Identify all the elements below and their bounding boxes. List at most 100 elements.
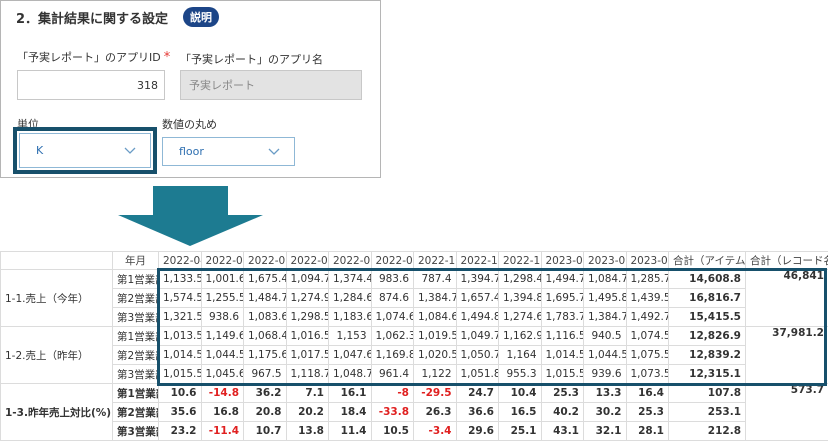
value-cell: 1,049.7 <box>455 326 499 346</box>
value-cell: 1,068.4 <box>243 326 287 346</box>
value-cell: 1,274.6 <box>498 307 542 327</box>
value-cell: 10.5 <box>370 421 414 441</box>
value-cell: 29.6 <box>455 421 499 441</box>
item-total: 12,826.9 <box>668 326 746 346</box>
record-total: 37,981.2 <box>745 326 828 384</box>
table-row: 第2営業部1,014.51,044.51,175.61,017.51,047.6… <box>1 345 828 365</box>
table-row: 1-1.売上（今年）第1営業部1,133.51,001.61,675.41,09… <box>0 269 828 327</box>
value-cell: 1,051.8 <box>455 364 499 384</box>
header-cell: 2022-10 <box>413 251 457 270</box>
value-cell: 1,133.5 <box>158 269 202 289</box>
value-cell: 40.2 <box>540 402 584 422</box>
value-cell: 20.8 <box>243 402 287 422</box>
department: 第2営業部 <box>112 345 159 365</box>
value-cell: 1,274.9 <box>285 288 329 308</box>
header-cell <box>0 251 113 270</box>
value-cell: 1,001.6 <box>200 269 244 289</box>
value-cell: 1,015.5 <box>158 364 202 384</box>
value-cell: 1,083.6 <box>243 307 287 327</box>
table-row: 1-3.昨年売上対比(%)第1営業部10.6-14.836.27.116.1-8… <box>0 383 828 441</box>
value-cell: 1,439.5 <box>625 288 669 308</box>
value-cell: 10.4 <box>498 383 542 403</box>
value-cell: 1,044.5 <box>583 345 627 365</box>
value-cell: -3.4 <box>413 421 457 441</box>
value-cell: 1,016.5 <box>285 326 329 346</box>
group-label: 1-1.売上（今年） <box>0 269 113 327</box>
unit-select[interactable]: K <box>19 133 151 168</box>
value-cell: 1,050.7 <box>455 345 499 365</box>
item-total: 107.8 <box>668 383 746 403</box>
header-cell: 2022-12 <box>498 251 542 270</box>
value-cell: 1,153 <box>328 326 372 346</box>
value-cell: 36.2 <box>243 383 287 403</box>
value-cell: 1,084.6 <box>413 307 457 327</box>
field-label: 「予実レポート」のアプリ名 <box>180 53 323 66</box>
value-cell: -14.8 <box>200 383 244 403</box>
value-cell: 983.6 <box>370 269 414 289</box>
department: 第1営業部 <box>112 326 159 346</box>
value-cell: 1,062.3 <box>370 326 414 346</box>
value-cell: -33.8 <box>370 402 414 422</box>
highlight-frame <box>13 127 157 174</box>
value-cell: 1,045.6 <box>200 364 244 384</box>
department: 第2営業部 <box>112 288 159 308</box>
value-cell: 13.3 <box>583 383 627 403</box>
rounding-select[interactable]: floor <box>162 137 295 166</box>
table-row: 第2営業部35.616.820.820.218.4-33.826.336.616… <box>1 402 828 422</box>
header-cell: 2022-08 <box>328 251 372 270</box>
value-cell: 967.5 <box>243 364 287 384</box>
item-total: 12,315.1 <box>668 364 746 384</box>
department: 第3営業部 <box>112 421 159 441</box>
value-cell: 16.4 <box>625 383 669 403</box>
header-cell: 合計（アイテム名） <box>668 251 746 270</box>
value-cell: 1,044.5 <box>200 345 244 365</box>
value-cell: 961.4 <box>370 364 414 384</box>
item-total: 212.8 <box>668 421 746 441</box>
value-cell: 1,695.7 <box>540 288 584 308</box>
value-cell: 1,285.7 <box>625 269 669 289</box>
item-total: 15,415.5 <box>668 307 746 327</box>
value-cell: 1,116.5 <box>540 326 584 346</box>
value-cell: 24.7 <box>455 383 499 403</box>
value-cell: 1,164 <box>498 345 542 365</box>
value-cell: 32.1 <box>583 421 627 441</box>
app-id-input[interactable]: 318 <box>17 70 165 100</box>
header-cell: 2022-04 <box>158 251 202 270</box>
group-label: 1-3.昨年売上対比(%) <box>0 383 113 441</box>
value-cell: 7.1 <box>285 383 329 403</box>
value-cell: 955.3 <box>498 364 542 384</box>
header-cell: 2023-02 <box>583 251 627 270</box>
chevron <box>268 148 280 155</box>
value-cell: 1,298.5 <box>285 307 329 327</box>
section-title: 2．集計結果に関する設定 <box>16 12 169 27</box>
department: 第2営業部 <box>112 402 159 422</box>
value-cell: 30.2 <box>583 402 627 422</box>
value-cell: 16.1 <box>328 383 372 403</box>
table-row: 1-2.売上（昨年）第1営業部1,013.51,149.61,068.41,01… <box>0 326 828 384</box>
header-cell: 2022-06 <box>243 251 287 270</box>
value-cell: 1,494.7 <box>540 269 584 289</box>
value-cell: 1,374.4 <box>328 269 372 289</box>
value-cell: 10.7 <box>243 421 287 441</box>
record-total: 573.7 <box>745 383 828 441</box>
value-cell: 1,492.7 <box>625 307 669 327</box>
required-mark: * <box>163 50 171 65</box>
value-cell: 20.2 <box>285 402 329 422</box>
value-cell: 1,298.4 <box>498 269 542 289</box>
header-cell: 2022-05 <box>200 251 244 270</box>
value-cell: 26.3 <box>413 402 457 422</box>
value-cell: 1,047.6 <box>328 345 372 365</box>
header-cell: 2022-11 <box>455 251 499 270</box>
value-cell: 1,017.5 <box>285 345 329 365</box>
value-cell: 1,321.5 <box>158 307 202 327</box>
value-cell: 1,394.8 <box>498 288 542 308</box>
value-cell: -29.5 <box>413 383 457 403</box>
record-total: 46,841 <box>745 269 828 327</box>
value-cell: 1,162.9 <box>498 326 542 346</box>
value-cell: 1,015.5 <box>540 364 584 384</box>
value-cell: 939.6 <box>583 364 627 384</box>
help-badge[interactable]: 説明 <box>183 7 219 27</box>
chevron <box>124 147 136 154</box>
department: 第3営業部 <box>112 364 159 384</box>
header-cell: 2022-07 <box>285 251 329 270</box>
